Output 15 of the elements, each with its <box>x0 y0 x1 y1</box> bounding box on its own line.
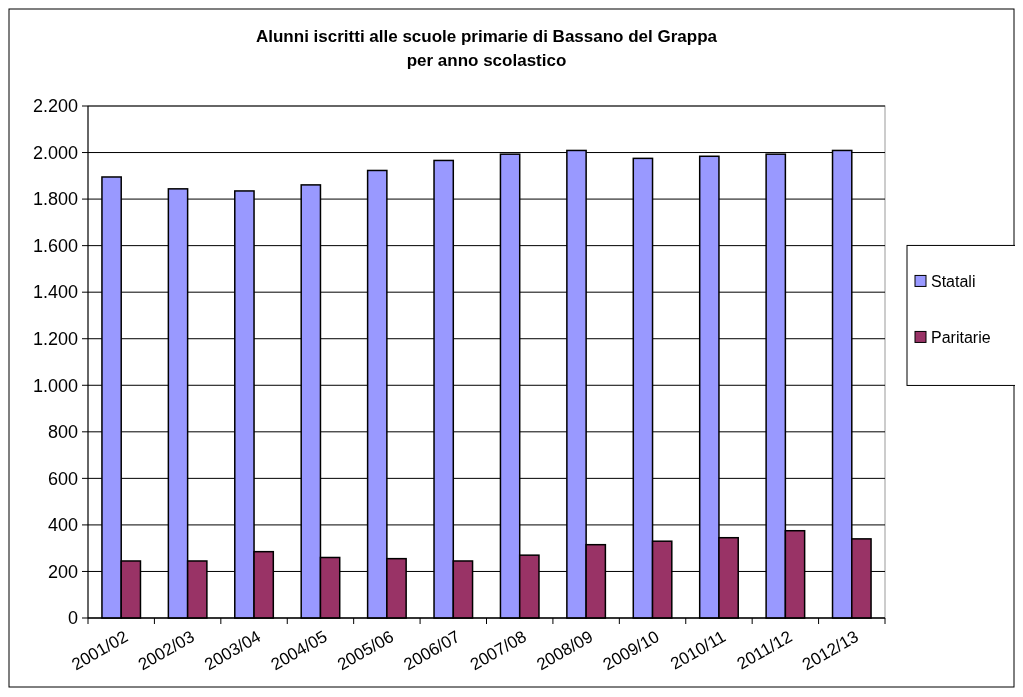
y-tick-label: 400 <box>47 515 78 536</box>
y-tick-label: 600 <box>47 468 78 489</box>
y-tick-label: 1.400 <box>32 282 78 303</box>
y-tick-label: 800 <box>47 422 78 443</box>
y-tick-label: 200 <box>47 561 78 582</box>
y-tick-label: 1.600 <box>32 235 78 256</box>
legend-label: Statali <box>931 273 976 291</box>
y-tick-label: 2.200 <box>32 96 78 117</box>
y-tick-label: 1.800 <box>32 189 78 210</box>
legend-label: Paritarie <box>931 329 991 347</box>
y-tick-label: 1.200 <box>32 329 78 350</box>
y-tick-label: 2.000 <box>32 142 78 163</box>
chart-title: Alunni iscritti alle scuole primarie di Bassano del Grappa per anno scolastico <box>255 27 718 70</box>
y-tick-label: 1.000 <box>32 375 78 396</box>
y-tick-label: 0 <box>67 608 78 629</box>
